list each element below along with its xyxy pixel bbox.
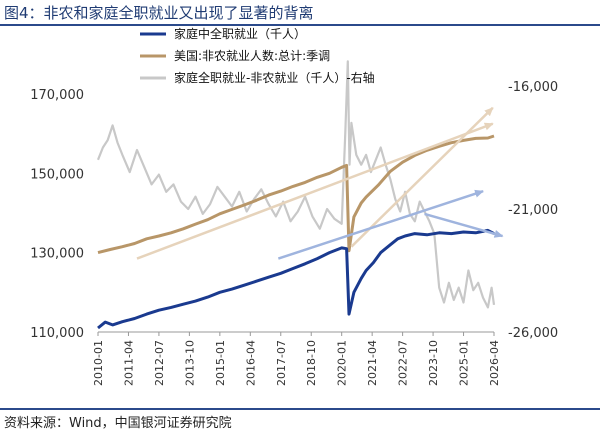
y-right-tick-label: -16,000 — [508, 80, 558, 95]
x-tick-label: 2018-10 — [305, 340, 318, 386]
legend-household-fulltime-label: 家庭中全职就业（千人） — [174, 26, 306, 41]
top-divider — [0, 24, 600, 26]
trend-arrow-1 — [350, 106, 494, 248]
chart: 110,000 130,000 150,000 170,000 -16,000 -21,0… — [30, 26, 558, 386]
bottom-divider — [0, 408, 600, 410]
trend-arrow-2 — [136, 122, 494, 260]
y-left-tick-label: 150,000 — [30, 167, 84, 182]
x-tick-label: 2025-01 — [458, 340, 471, 386]
nonfarm-payrolls-line — [97, 134, 495, 255]
y-left-tick-label: 170,000 — [30, 88, 84, 103]
household-minus-payrolls-line — [96, 60, 496, 309]
y-left-tick-label: 110,000 — [30, 326, 84, 341]
y-right-tick-label: -26,000 — [508, 326, 558, 341]
x-tick-label: 2015-01 — [214, 340, 227, 386]
x-tick-label: 2021-04 — [366, 340, 379, 386]
trend-arrow-4 — [424, 212, 504, 238]
x-tick-label: 2022-07 — [397, 340, 410, 386]
x-tick-label: 2020-01 — [336, 340, 349, 386]
x-tick-label: 2013-10 — [183, 340, 196, 386]
x-tick-label: 2026-04 — [488, 340, 501, 386]
y-left-tick-label: 130,000 — [30, 247, 84, 262]
household-fulltime-line — [97, 228, 495, 330]
x-tick-label: 2023-10 — [427, 340, 440, 386]
x-tick-label: 2011-04 — [122, 340, 135, 386]
trend-arrow-3 — [277, 189, 484, 260]
legend-household-minus-payrolls-label: 家庭全职就业-非农就业（千人）-右轴 — [174, 70, 375, 85]
x-tick-label: 2016-04 — [244, 340, 257, 386]
chart-title: 图4：非农和家庭全职就业又出现了显著的背离 — [4, 4, 314, 22]
x-tick-label: 2010-01 — [92, 340, 105, 386]
x-tick-label: 2012-07 — [153, 340, 166, 386]
source-note: 资料来源：Wind，中国银河证券研究院 — [4, 416, 232, 431]
legend-nonfarm-payrolls-label: 美国:非农就业人数:总计:季调 — [174, 48, 330, 63]
y-right-tick-label: -21,000 — [508, 203, 558, 218]
x-tick-label: 2017-07 — [275, 340, 288, 386]
